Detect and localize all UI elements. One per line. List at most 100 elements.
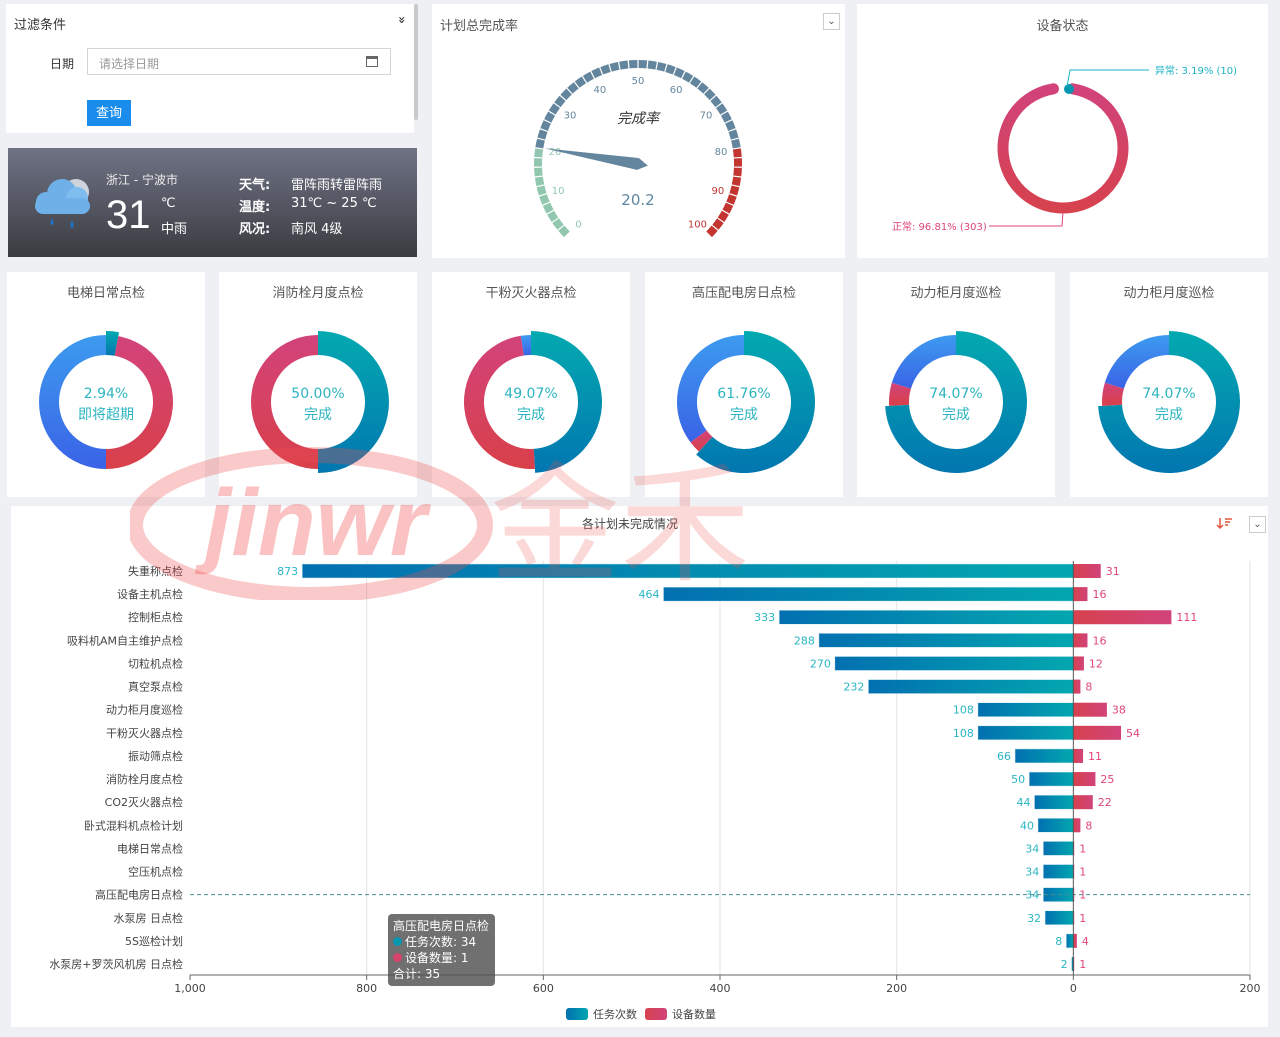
task-bar[interactable] — [818, 633, 1074, 648]
task-bar[interactable] — [1043, 841, 1074, 856]
completed-segment[interactable] — [318, 331, 389, 473]
completed-segment[interactable] — [106, 331, 120, 356]
card-donut: 74.07% 完成 — [885, 331, 1027, 473]
gauge-tick-label: 40 — [593, 85, 606, 96]
collapse-chevron-icon[interactable]: » — [394, 16, 409, 24]
device-bar[interactable] — [1073, 679, 1081, 694]
weather-condition: 中雨 — [161, 222, 188, 237]
category-label: 高压配电房日点检 — [95, 888, 183, 902]
gauge-tick-label: 100 — [688, 219, 707, 230]
device-bar[interactable] — [1073, 564, 1101, 578]
overdue-segment[interactable] — [251, 335, 318, 469]
device-value-label: 1 — [1079, 958, 1086, 971]
device-bar[interactable] — [1073, 795, 1093, 810]
category-label: 消防栓月度点检 — [106, 772, 183, 786]
task-bar[interactable] — [1014, 748, 1074, 764]
device-bar[interactable] — [1073, 587, 1088, 602]
overdue-segment[interactable] — [106, 336, 174, 469]
completed-segment[interactable] — [885, 331, 1027, 473]
task-bar[interactable] — [1034, 794, 1074, 810]
temperature-key: 温度: — [239, 200, 271, 215]
task-bar[interactable] — [977, 725, 1074, 741]
calendar-icon[interactable] — [366, 56, 378, 67]
gauge-segment — [722, 202, 734, 214]
gauge-tick-label: 0 — [575, 219, 581, 230]
category-label: 振动筛点检 — [128, 749, 183, 763]
task-bar[interactable] — [1043, 864, 1074, 879]
abnormal-slice[interactable] — [1064, 84, 1074, 94]
gauge-segment — [712, 218, 724, 230]
device-value-label: 38 — [1112, 704, 1126, 717]
completed-segment[interactable] — [1098, 331, 1240, 473]
device-bar[interactable] — [1073, 772, 1096, 787]
overdue-segment[interactable] — [889, 382, 911, 406]
completed-segment[interactable] — [531, 331, 602, 473]
weather-city: 浙江 - 宁波市 — [106, 173, 178, 187]
completed-segment[interactable] — [696, 331, 815, 473]
device-bar[interactable] — [1073, 725, 1122, 740]
overdue-segment[interactable] — [1102, 382, 1124, 406]
task-bar[interactable] — [301, 563, 1074, 579]
task-bar[interactable] — [1044, 910, 1074, 926]
task-bar[interactable] — [663, 586, 1074, 602]
task-bar[interactable] — [1037, 818, 1074, 833]
legend-task-label[interactable]: 任务次数 — [593, 1007, 637, 1021]
gauge-segment — [720, 111, 732, 123]
query-button[interactable]: 查询 — [87, 100, 131, 126]
task-value-label: 464 — [638, 588, 659, 601]
card-label: 完成 — [1155, 407, 1183, 423]
task-bar[interactable] — [834, 656, 1074, 671]
category-label: 控制柜点检 — [128, 610, 183, 624]
task-bar[interactable] — [1028, 771, 1074, 787]
category-label: 失重称点检 — [128, 564, 183, 578]
device-bar[interactable] — [1073, 748, 1084, 763]
gauge-name: 完成率 — [617, 111, 661, 127]
device-bar[interactable] — [1073, 933, 1077, 948]
pending-segment[interactable] — [520, 335, 531, 356]
gauge-segment — [628, 60, 638, 69]
chart-dropdown-toggle[interactable]: ⌄ — [1249, 516, 1266, 533]
device-bar[interactable] — [1073, 702, 1107, 717]
pending-segment[interactable] — [1104, 335, 1169, 389]
gauge-segment — [552, 218, 564, 230]
sort-icon[interactable] — [1216, 518, 1232, 530]
device-bar[interactable] — [1073, 633, 1088, 648]
legend-device-swatch[interactable] — [645, 1008, 667, 1020]
overdue-segment[interactable] — [690, 430, 713, 452]
pending-segment[interactable] — [891, 335, 956, 389]
dropdown-toggle[interactable]: ⌄ — [823, 13, 840, 30]
device-status-panel: 设备状态 异常: 3.19% (10) 正常: 96.81% (303) — [857, 4, 1268, 258]
legend-device-label[interactable]: 设备数量 — [672, 1007, 716, 1021]
x-tick-label: 0 — [1070, 982, 1077, 995]
category-label: 水泵房+罗茨风机房 日点检 — [49, 957, 183, 971]
device-value-label: 8 — [1085, 681, 1092, 694]
gauge-segment — [725, 120, 736, 131]
device-value-label: 54 — [1126, 727, 1140, 740]
legend-task-swatch[interactable] — [566, 1008, 588, 1020]
card-donut: 61.76% 完成 — [677, 331, 815, 473]
gauge-segment — [733, 158, 742, 167]
gauge-segment — [697, 82, 709, 94]
gauge-segment — [710, 95, 722, 108]
task-bar[interactable] — [1066, 933, 1074, 949]
overdue-segment[interactable] — [464, 335, 535, 469]
normal-slice[interactable] — [997, 83, 1129, 214]
device-bar[interactable] — [1073, 610, 1172, 625]
device-bar[interactable] — [1073, 818, 1081, 833]
task-bar[interactable] — [977, 702, 1074, 717]
category-label: 动力柜月度巡检 — [106, 703, 183, 717]
device-value-label: 111 — [1176, 611, 1197, 624]
task-bar[interactable] — [778, 609, 1074, 625]
gauge-tick-label: 30 — [564, 111, 577, 122]
pending-segment[interactable] — [677, 335, 744, 443]
category-label: 水泵房 日点检 — [114, 911, 184, 925]
category-label: 电梯日常点检 — [117, 841, 183, 855]
task-bar[interactable] — [868, 679, 1074, 694]
device-bar[interactable] — [1073, 656, 1084, 671]
device-dot-icon — [393, 953, 402, 962]
completion-gauge: 完成率 20.2 0 10 20 30 40 50 60 70 80 90 100 — [534, 60, 742, 238]
date-input[interactable]: 请选择日期 — [87, 48, 391, 75]
card-percent: 2.94% — [84, 386, 128, 402]
pending-segment[interactable] — [39, 335, 106, 469]
scrollbar[interactable] — [414, 4, 418, 120]
